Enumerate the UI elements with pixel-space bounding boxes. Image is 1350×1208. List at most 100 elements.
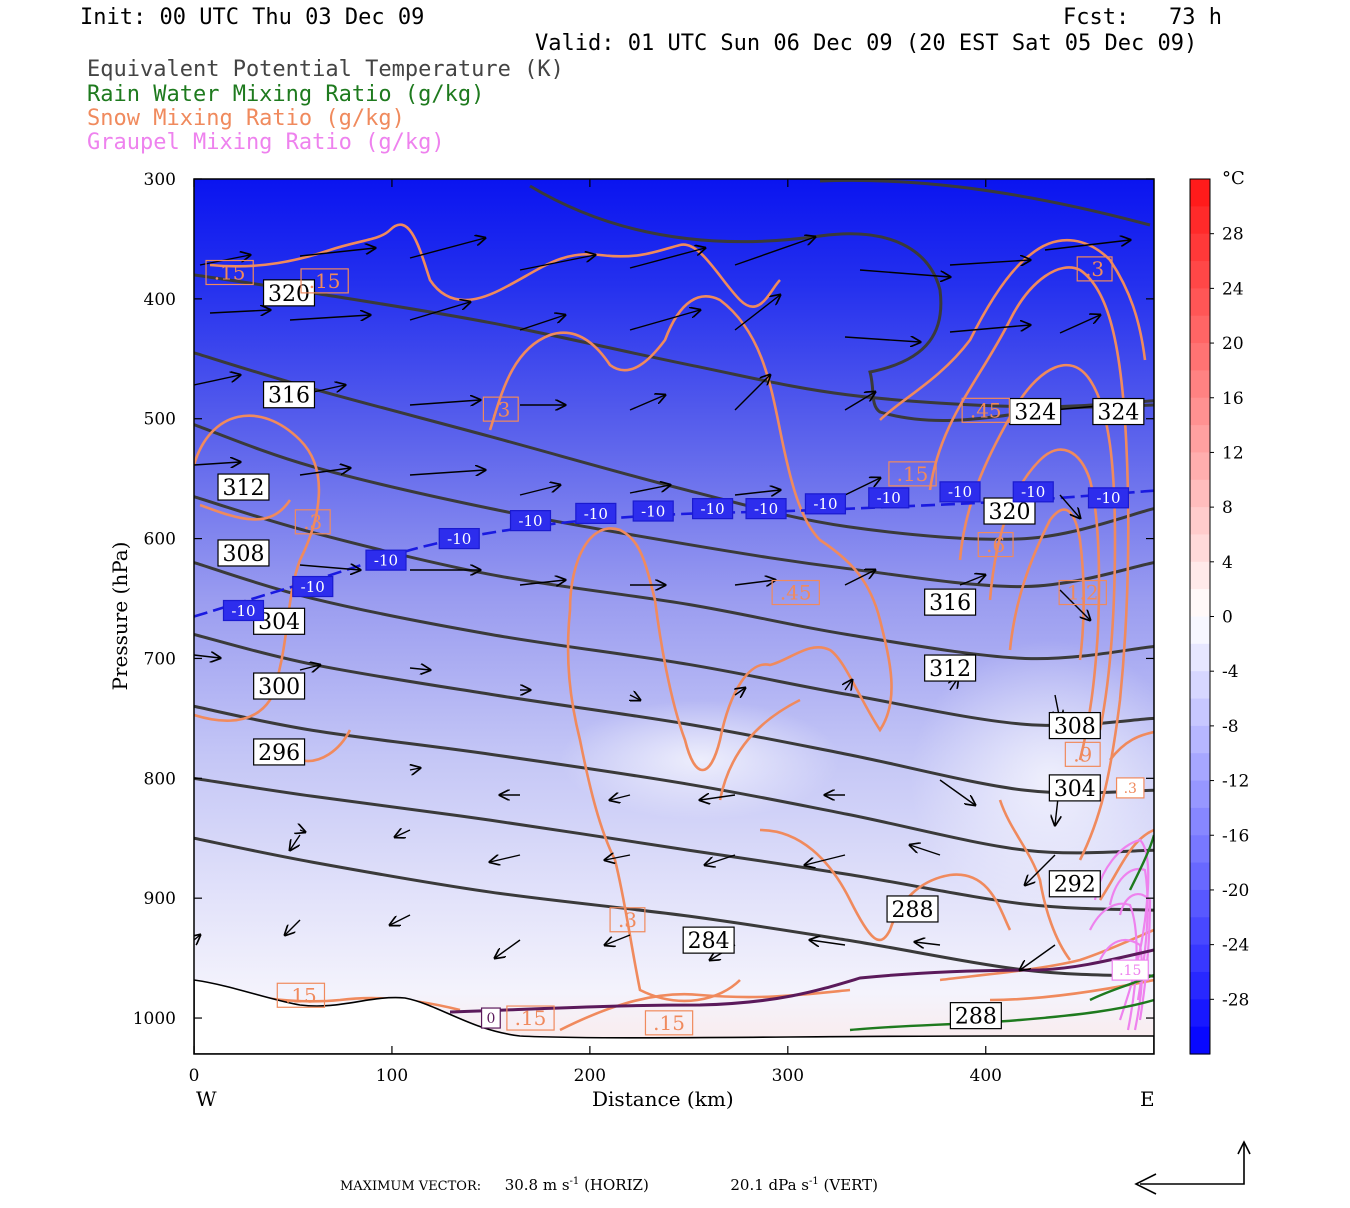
colorbar-segment — [1190, 425, 1210, 454]
isotherm-label-2-text: -10 — [374, 552, 398, 570]
wind-vector-32 — [844, 478, 880, 496]
snow-label-9-text: .3 — [1085, 257, 1104, 281]
wind-vector-4 — [519, 255, 595, 271]
snow-label-12: .15 — [276, 982, 326, 1008]
theta-e-label-14: 292 — [1048, 870, 1101, 898]
wind-vector-21 — [409, 400, 480, 405]
colorbar-segment — [1190, 261, 1210, 289]
theta-e-label-15-box — [886, 895, 939, 923]
legend-snow: Snow Mixing Ratio (g/kg) — [87, 106, 405, 131]
colorbar-segment — [1190, 807, 1210, 836]
colorbar-segment — [1190, 944, 1210, 973]
theta-e-label-14-text: 292 — [1054, 873, 1096, 898]
snow-label-8: 1.2 — [1058, 579, 1107, 606]
wind-vector-40 — [959, 575, 985, 586]
misc-label-2-text: .15 — [1119, 963, 1141, 979]
wind-vector-69 — [390, 914, 411, 925]
x-tick-label-0: 0 — [189, 1066, 200, 1086]
theta-e-label-11-text: 312 — [929, 657, 971, 682]
wind-vector-43 — [299, 665, 320, 670]
colorbar-segment — [1190, 971, 1210, 1000]
snow-label-3: .3 — [294, 509, 331, 535]
reference-vector-icon — [1134, 1140, 1251, 1195]
theta-e-contour-304 — [194, 561, 1154, 727]
theta-e-label-7-box — [1009, 397, 1062, 426]
misc-label-0: 0 — [480, 1007, 501, 1029]
theta-e-label-5: 300 — [253, 672, 306, 700]
snow-label-9: .3 — [1076, 256, 1113, 282]
y-tick-label-800: 800 — [144, 769, 176, 789]
colorbar-segment — [1190, 780, 1210, 809]
theta-e-label-17-box — [949, 1002, 1002, 1030]
theta-e-label-17: 288 — [949, 1002, 1002, 1030]
colorbar-segment — [1190, 479, 1210, 508]
wind-vector-65 — [805, 854, 846, 865]
wind-vector-53 — [410, 768, 420, 770]
isotherm-label-9-box — [804, 493, 847, 515]
wind-vector-44 — [409, 668, 430, 670]
snow-label-5-box — [888, 461, 937, 487]
wind-vector-25 — [844, 392, 875, 411]
snow-label-8-box — [1058, 579, 1107, 606]
isotherm-label-2-box — [365, 549, 407, 571]
wind-vector-2 — [409, 238, 485, 259]
wind-vector-14 — [629, 310, 700, 331]
y-tick-label-900: 900 — [144, 889, 176, 909]
colorbar-label--12: -12 — [1222, 772, 1249, 792]
isotherm-label-8-box — [745, 498, 787, 520]
wind-vector-70 — [495, 939, 521, 958]
legend-theta-e: Equivalent Potential Temperature (K) — [87, 57, 564, 82]
isotherm-label-6-box — [632, 500, 674, 522]
snow-label-13-text: .15 — [515, 1006, 547, 1030]
theta-e-label-12: 308 — [1048, 711, 1101, 739]
isotherm-label-11-text: -10 — [948, 483, 972, 501]
wind-vector-61 — [395, 830, 411, 837]
theta-e-label-15: 288 — [886, 895, 939, 923]
theta-e-label-16-text: 284 — [688, 929, 730, 954]
wind-vector-39 — [844, 570, 875, 586]
wind-vector-73 — [810, 940, 846, 945]
y-tick-label-600: 600 — [144, 530, 176, 550]
misc-label-1: .3 — [1115, 777, 1145, 799]
isotherm-label-1-box — [292, 575, 334, 598]
isotherm-label-1-text: -10 — [301, 578, 325, 596]
wind-vector-36 — [519, 580, 565, 585]
wind-vector-47 — [735, 688, 745, 695]
zero-degree-line — [449, 948, 1154, 1014]
light-shading-patch — [560, 700, 840, 820]
graupel-contour-1 — [1108, 867, 1149, 1001]
wind-vector-24 — [734, 375, 770, 411]
colorbar-label-20: 20 — [1222, 334, 1244, 354]
theta-e-label-16: 284 — [682, 926, 735, 954]
colorbar-label-24: 24 — [1222, 279, 1244, 299]
colorbar-segment — [1190, 643, 1210, 672]
snow-label-10-text: .9 — [1073, 743, 1092, 767]
theta-e-label-3: 308 — [217, 539, 270, 567]
max-vector-footer: MAXIMUM VECTOR: 30.8 m s-1 (HORIZ) 20.1 … — [340, 1176, 878, 1194]
isotherm-label-13: -10 — [1087, 487, 1130, 509]
colorbar-segment — [1190, 397, 1210, 426]
colorbar-segment — [1190, 671, 1210, 700]
isotherm-label-8-text: -10 — [754, 500, 778, 518]
colorbar-segment — [1190, 452, 1210, 481]
wind-vector-42 — [194, 655, 220, 658]
colorbar-label-28: 28 — [1222, 225, 1244, 245]
snow-label-5-text: .15 — [897, 462, 929, 486]
wind-vector-6 — [734, 237, 815, 266]
colorbar-segment — [1190, 370, 1210, 399]
snow-label-13: .15 — [506, 1005, 555, 1031]
isotherm-label-3-text: -10 — [447, 530, 471, 548]
colorbar-label--20: -20 — [1222, 881, 1249, 901]
colorbar-label-12: 12 — [1222, 443, 1244, 463]
snow-label-5: .15 — [888, 461, 937, 487]
snow-label-7: .6 — [977, 531, 1014, 558]
snow-label-3-text: .3 — [303, 510, 322, 534]
colorbar-segment — [1190, 698, 1210, 727]
x-tick-label-100: 100 — [376, 1066, 408, 1086]
wind-vector-56 — [700, 795, 736, 800]
colorbar-segment — [1190, 288, 1210, 317]
colorbar-segment — [1190, 343, 1210, 372]
colorbar-segment — [1190, 206, 1210, 235]
snow-label-0-text: .15 — [214, 261, 246, 285]
colorbar-segment — [1190, 917, 1210, 946]
